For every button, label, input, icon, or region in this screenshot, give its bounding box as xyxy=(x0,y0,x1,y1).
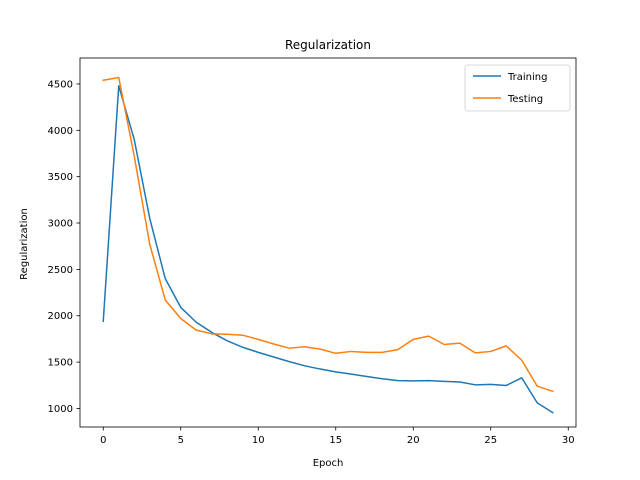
y-tick-label: 4000 xyxy=(48,126,73,137)
x-tick-label: 15 xyxy=(329,435,342,446)
y-axis-label: Regularization xyxy=(19,208,30,280)
legend: Training Testing xyxy=(464,64,571,112)
y-tick-label: 4500 xyxy=(48,79,73,90)
x-tick-label: 20 xyxy=(407,435,420,446)
y-tick-label: 3500 xyxy=(48,172,73,183)
y-tick-label: 1500 xyxy=(48,358,73,369)
y-tick-label: 3000 xyxy=(48,219,73,230)
x-tick-label: 5 xyxy=(178,435,184,446)
y-tick-label: 2000 xyxy=(48,311,73,322)
x-tick-label: 25 xyxy=(484,435,497,446)
legend-label-training: Training xyxy=(507,72,547,83)
axes-frame xyxy=(79,57,577,428)
x-axis-label: Epoch xyxy=(313,458,344,469)
y-tick-label: 2500 xyxy=(48,265,73,276)
x-tick-label: 0 xyxy=(100,435,106,446)
x-tick-label: 30 xyxy=(562,435,575,446)
x-tick-label: 10 xyxy=(252,435,265,446)
plot-area xyxy=(102,76,554,414)
y-tick-label: 1000 xyxy=(48,404,73,415)
legend-label-testing: Testing xyxy=(507,94,543,105)
chart-title: Regularization xyxy=(285,38,371,52)
series-line-training xyxy=(102,85,554,414)
series-line-testing xyxy=(102,76,554,393)
axes: 0 5 10 15 20 25 30 1000 1500 2000 2500 3000 3500 4000… xyxy=(48,57,577,446)
